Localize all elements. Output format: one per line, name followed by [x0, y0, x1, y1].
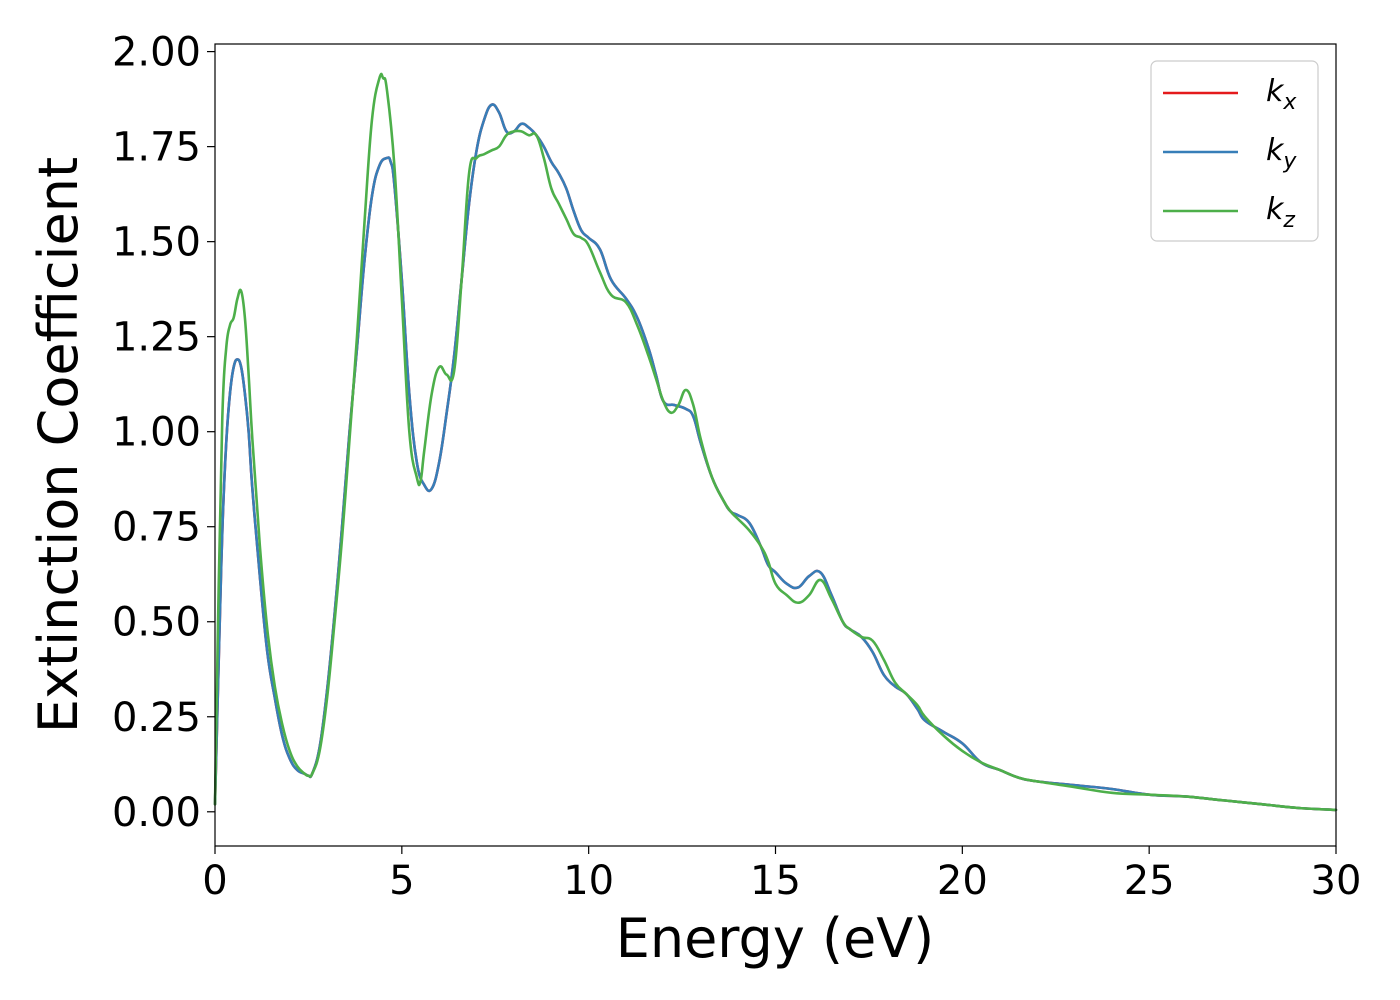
legend-label-main: k: [1266, 74, 1285, 109]
y-axis-title: Extinction Coefficient: [27, 157, 90, 733]
plot-background: [215, 44, 1336, 846]
legend-label-ky: ky: [1266, 133, 1297, 174]
legend-label-main: k: [1266, 192, 1285, 227]
legend-label-kx: kx: [1266, 74, 1297, 115]
x-tick-label: 5: [389, 858, 414, 904]
legend-label-subscript: x: [1282, 90, 1297, 115]
legend-label-subscript: y: [1282, 149, 1297, 174]
y-tick-label: 1.75: [112, 125, 201, 171]
x-tick-label: 25: [1124, 858, 1175, 904]
legend-label-subscript: z: [1282, 208, 1295, 233]
y-tick-label: 2.00: [112, 30, 201, 76]
series-line-kz: [213, 72, 1338, 812]
y-tick-label: 0.25: [112, 695, 201, 741]
x-tick-label: 15: [750, 858, 801, 904]
y-tick-label: 0.50: [112, 600, 201, 646]
x-tick-label: 10: [563, 858, 614, 904]
y-tick-label: 0.75: [112, 505, 201, 551]
y-tick-label: 0.00: [112, 790, 201, 836]
y-tick-label: 1.50: [112, 220, 201, 266]
y-tick-label: 1.00: [112, 410, 201, 456]
x-tick-label: 0: [202, 858, 227, 904]
y-axis: 0.00 0.25 0.50 0.75 1.00 1.25 1.50 1.75 2.00: [112, 30, 215, 836]
legend-label-kz: kz: [1266, 192, 1295, 233]
y-tick-label: 1.25: [112, 315, 201, 361]
series-layer: [213, 72, 1338, 812]
x-tick-label: 30: [1311, 858, 1362, 904]
x-tick-label: 20: [937, 858, 988, 904]
x-axis-title: Energy (eV): [616, 907, 935, 970]
x-axis: 0 5 10 15 20 25 30: [202, 846, 1361, 904]
legend-label-main: k: [1266, 133, 1285, 168]
